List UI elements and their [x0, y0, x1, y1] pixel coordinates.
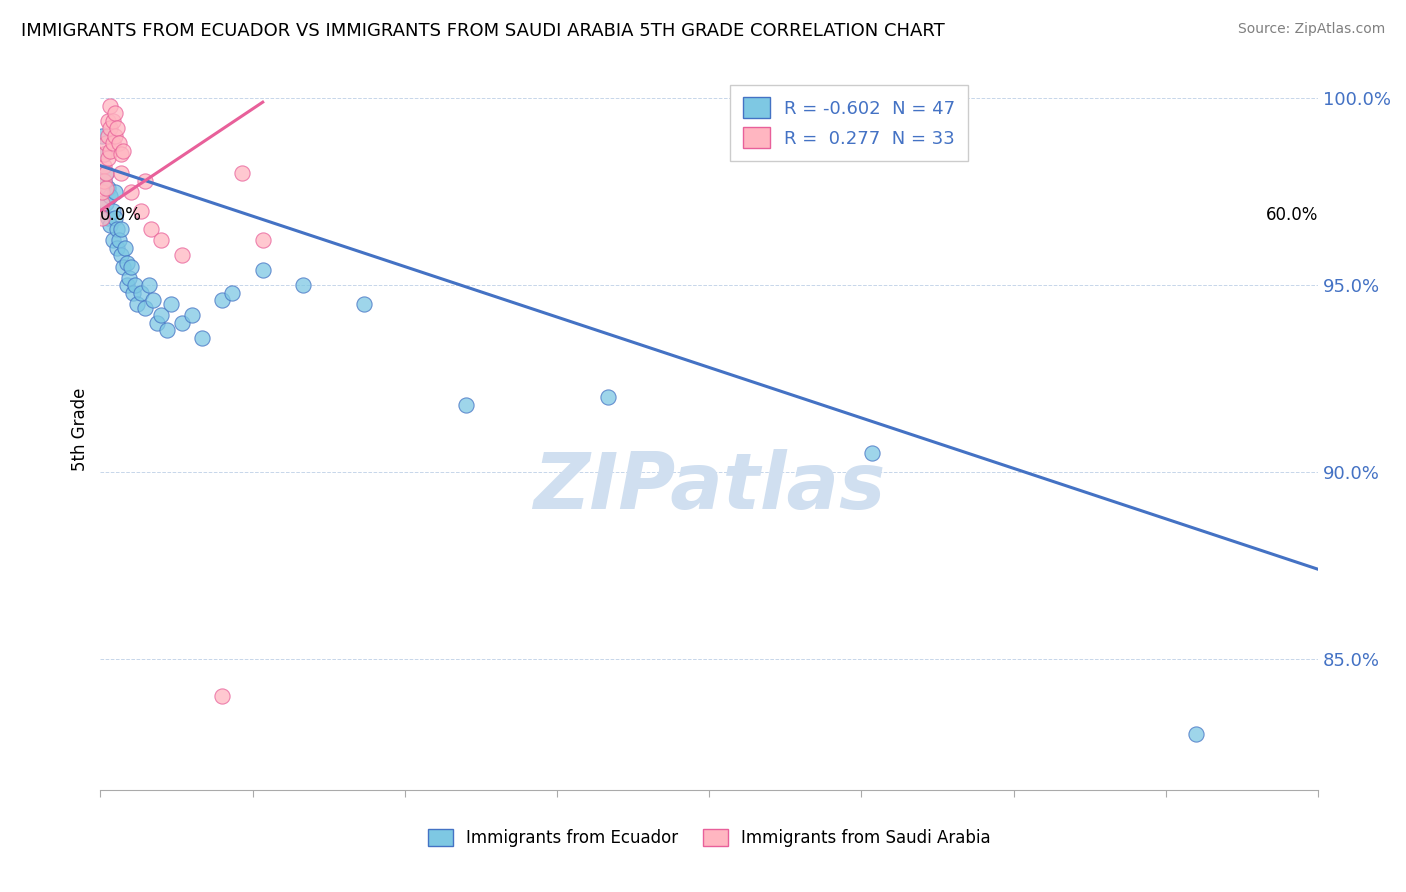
Point — [110, 166, 132, 180]
Point — [125, 297, 148, 311]
Point — [110, 248, 132, 262]
Point — [120, 260, 142, 274]
Point — [110, 147, 132, 161]
Point — [97, 128, 120, 143]
Point — [105, 241, 128, 255]
Point — [115, 278, 138, 293]
Point — [252, 263, 274, 277]
Point — [454, 398, 477, 412]
Point — [115, 256, 138, 270]
Point — [103, 106, 125, 120]
Point — [129, 203, 152, 218]
Point — [1185, 727, 1208, 741]
Point — [91, 128, 114, 143]
Point — [107, 136, 129, 151]
Point — [111, 260, 134, 274]
Point — [142, 293, 165, 308]
Text: 0.0%: 0.0% — [100, 205, 142, 224]
Text: Source: ZipAtlas.com: Source: ZipAtlas.com — [1237, 22, 1385, 37]
Point — [105, 121, 128, 136]
Point — [100, 188, 122, 202]
Point — [180, 308, 202, 322]
Point — [101, 136, 124, 151]
Point — [97, 113, 120, 128]
Text: IMMIGRANTS FROM ECUADOR VS IMMIGRANTS FROM SAUDI ARABIA 5TH GRADE CORRELATION CH: IMMIGRANTS FROM ECUADOR VS IMMIGRANTS FR… — [21, 22, 945, 40]
Point — [170, 248, 193, 262]
Point — [114, 241, 136, 255]
Point — [191, 330, 214, 344]
Point — [231, 166, 253, 180]
Point — [211, 690, 233, 704]
Point — [91, 196, 114, 211]
Point — [93, 174, 115, 188]
Point — [91, 211, 114, 225]
Point — [139, 222, 162, 236]
Point — [103, 211, 125, 225]
Point — [120, 185, 142, 199]
Point — [292, 278, 315, 293]
Point — [103, 185, 125, 199]
Point — [146, 316, 169, 330]
Point — [97, 151, 120, 165]
Point — [134, 174, 156, 188]
Point — [110, 222, 132, 236]
Point — [101, 234, 124, 248]
Y-axis label: 5th Grade: 5th Grade — [72, 387, 89, 471]
Point — [170, 316, 193, 330]
Point — [121, 285, 143, 300]
Point — [134, 301, 156, 315]
Point — [100, 121, 122, 136]
Point — [100, 99, 122, 113]
Point — [105, 222, 128, 236]
Point — [96, 181, 118, 195]
Point — [91, 185, 114, 199]
Point — [96, 136, 118, 151]
Point — [353, 297, 375, 311]
Point — [93, 147, 115, 161]
Point — [150, 308, 173, 322]
Point — [93, 147, 115, 161]
Point — [100, 219, 122, 233]
Point — [96, 196, 118, 211]
Point — [596, 390, 619, 404]
Point — [107, 234, 129, 248]
Point — [101, 113, 124, 128]
Point — [97, 211, 120, 225]
Point — [124, 278, 146, 293]
Point — [138, 278, 160, 293]
Point — [111, 144, 134, 158]
Point — [103, 128, 125, 143]
Text: ZIPatlas: ZIPatlas — [533, 449, 886, 524]
Point — [129, 285, 152, 300]
Point — [211, 293, 233, 308]
Point — [156, 323, 179, 337]
Point — [96, 166, 118, 180]
Point — [101, 203, 124, 218]
Point — [93, 174, 115, 188]
Point — [97, 181, 120, 195]
Point — [118, 270, 141, 285]
Point — [160, 297, 183, 311]
Text: 60.0%: 60.0% — [1265, 205, 1319, 224]
Point — [221, 285, 243, 300]
Point — [252, 234, 274, 248]
Point — [96, 166, 118, 180]
Point — [150, 234, 173, 248]
Point — [93, 159, 115, 173]
Point — [860, 446, 883, 460]
Legend: R = -0.602  N = 47, R =  0.277  N = 33: R = -0.602 N = 47, R = 0.277 N = 33 — [730, 85, 969, 161]
Point — [100, 144, 122, 158]
